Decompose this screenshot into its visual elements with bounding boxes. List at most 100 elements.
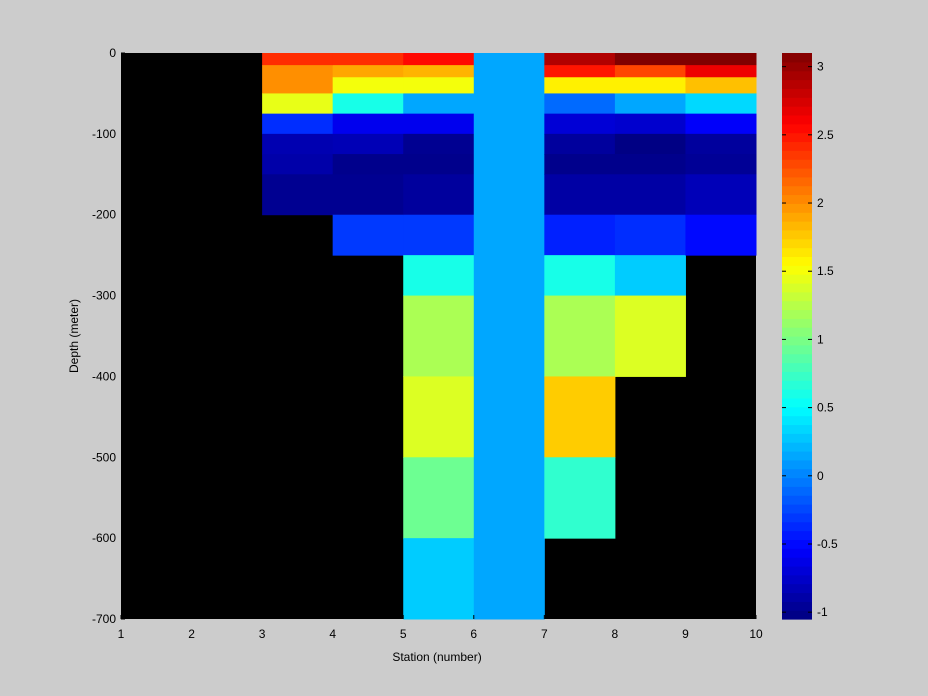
heatmap-cell: [403, 53, 475, 66]
heatmap-cell: [544, 154, 616, 175]
heatmap-cell: [403, 65, 475, 78]
colorbar-band: [782, 521, 812, 532]
colorbar: 3 2.5 2 1.5 1 0.5 0 -0.5 -1: [782, 53, 838, 620]
heatmap-cell: [544, 133, 616, 155]
y-axis-label: Depth (meter): [67, 299, 81, 373]
x-axis: 1 2 3 4 5 6 7 8 9 10: [118, 615, 763, 641]
colorbar-band: [782, 309, 812, 319]
colorbar-tick-label: 2.5: [817, 128, 834, 142]
heatmap-cell: [403, 154, 475, 175]
colorbar-band: [782, 318, 812, 328]
colorbar-band: [782, 504, 812, 514]
colorbar-band: [782, 565, 812, 576]
colorbar-band: [782, 433, 812, 443]
colorbar-band: [782, 557, 812, 567]
colorbar-band: [782, 194, 812, 204]
colorbar-tick-label: -1: [817, 605, 828, 619]
heatmap-cell: [685, 77, 757, 94]
heatmap-cell: [403, 174, 475, 216]
heatmap-cell: [262, 65, 334, 94]
heatmap-cell: [544, 113, 616, 135]
colorbar-tick-label: -0.5: [817, 537, 838, 551]
x-tick-label: 5: [400, 627, 407, 641]
x-axis-label: Station (number): [392, 650, 481, 664]
colorbar-band: [782, 53, 812, 63]
y-tick-label: -200: [92, 208, 116, 222]
heatmap-cell: [544, 457, 616, 539]
colorbar-band: [782, 371, 812, 381]
heatmap-cell: [262, 174, 334, 216]
colorbar-band: [782, 389, 812, 399]
heatmap-cell: [262, 113, 334, 135]
heatmap-cell: [614, 214, 686, 256]
heatmap-cell: [685, 174, 757, 216]
colorbar-band: [782, 450, 812, 461]
heatmap-cell: [544, 174, 616, 216]
colorbar-band: [782, 61, 812, 72]
plot-cells: [121, 53, 757, 620]
colorbar-band: [782, 212, 812, 222]
heatmap-cell: [403, 214, 475, 256]
heatmap-cell: [262, 53, 334, 66]
colorbar-band: [782, 291, 812, 302]
heatmap-cell: [544, 376, 616, 458]
colorbar-band: [782, 176, 812, 187]
colorbar-band: [782, 265, 812, 275]
heatmap-cell: [403, 93, 475, 115]
y-tick-label: -500: [92, 450, 116, 464]
colorbar-band: [782, 380, 812, 390]
colorbar-band: [782, 141, 812, 151]
heatmap-cell: [332, 65, 404, 78]
colorbar-band: [782, 97, 812, 107]
heatmap-cell: [544, 295, 616, 377]
x-tick-label: 6: [470, 627, 477, 641]
heatmap-cell: [544, 214, 616, 256]
y-tick-label: -300: [92, 289, 116, 303]
colorbar-band: [782, 530, 812, 541]
colorbar-band: [782, 442, 812, 452]
heatmap-cell: [685, 53, 757, 66]
colorbar-band: [782, 477, 812, 487]
colorbar-band: [782, 327, 812, 337]
colorbar-band: [782, 459, 812, 470]
colorbar-band: [782, 336, 812, 346]
heatmap-cell: [685, 214, 757, 256]
heatmap-cell: [544, 53, 616, 66]
heatmap-cell: [262, 154, 334, 175]
heatmap-cell: [332, 214, 404, 256]
x-tick-label: 9: [682, 627, 689, 641]
colorbar-band: [782, 486, 812, 496]
colorbar-band: [782, 221, 812, 231]
colorbar-tick-label: 0.5: [817, 401, 834, 415]
colorbar-band: [782, 150, 812, 160]
heatmap-cell: [403, 255, 475, 297]
colorbar-band: [782, 79, 812, 89]
heatmap-cell: [403, 457, 475, 539]
heatmap-cell: [614, 295, 686, 377]
heatmap-cell: [332, 93, 404, 115]
colorbar-band: [782, 397, 812, 408]
colorbar-band: [782, 610, 812, 620]
colorbar-tick-label: 1: [817, 332, 824, 346]
colorbar-band: [782, 114, 812, 125]
colorbar-band: [782, 238, 812, 249]
heatmap-cell: [614, 93, 686, 115]
x-tick-label: 4: [329, 627, 336, 641]
heatmap-cell: [614, 65, 686, 78]
y-axis: 0 -100 -200 -300 -400 -500 -600 -700: [92, 46, 125, 626]
heatmap-cell: [332, 174, 404, 216]
heatmap-cell: [685, 93, 757, 115]
colorbar-band: [782, 601, 812, 611]
heatmap-cell: [403, 133, 475, 155]
colorbar-band: [782, 583, 812, 594]
heatmap-cell: [544, 255, 616, 297]
colorbar-band: [782, 123, 812, 134]
heatmap-cell: [685, 133, 757, 155]
colorbar-band: [782, 159, 812, 169]
heatmap-cell: [614, 53, 686, 66]
heatmap-cell: [403, 77, 475, 94]
heatmap-cell: [544, 65, 616, 78]
heatmap-cell: [403, 538, 475, 620]
colorbar-band: [782, 424, 812, 434]
heatmap-cell: [473, 53, 545, 620]
